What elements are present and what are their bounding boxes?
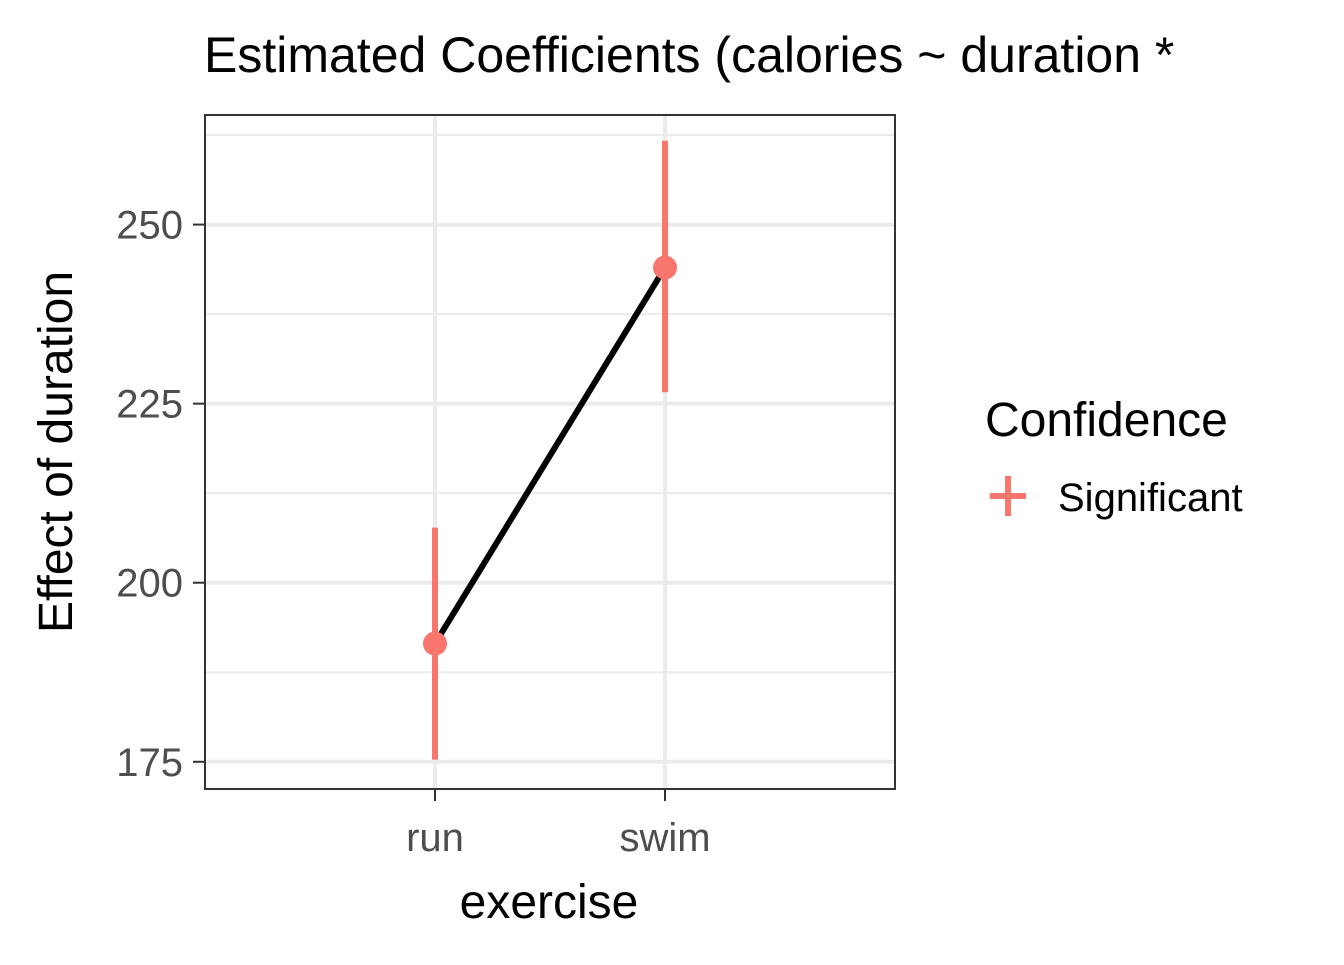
panel-border bbox=[204, 114, 896, 790]
x-axis: run swim bbox=[406, 789, 711, 860]
legend-title: Confidence bbox=[985, 394, 1228, 447]
x-axis-title: exercise bbox=[460, 876, 639, 929]
y-tick-label: 175 bbox=[116, 741, 183, 785]
connecting-lines bbox=[432, 265, 668, 646]
x-tick-label: swim bbox=[619, 816, 710, 860]
chart-title: Estimated Coefficients (calories ~ durat… bbox=[204, 27, 1174, 83]
y-tick-label: 250 bbox=[116, 204, 183, 248]
minor-gridlines bbox=[205, 134, 895, 674]
x-tick-label: run bbox=[406, 816, 464, 860]
legend: Confidence Significant bbox=[985, 394, 1243, 520]
y-axis: 175 200 225 250 bbox=[116, 204, 205, 785]
connecting-line bbox=[432, 265, 668, 646]
point-swim bbox=[653, 255, 677, 280]
legend-label-significant: Significant bbox=[1058, 476, 1243, 520]
y-axis-title: Effect of duration bbox=[30, 271, 83, 633]
legend-key-significant bbox=[990, 476, 1026, 516]
point-run bbox=[423, 631, 447, 656]
y-tick-label: 200 bbox=[116, 562, 183, 606]
estimate-points bbox=[423, 255, 677, 656]
y-tick-label: 225 bbox=[116, 383, 183, 427]
